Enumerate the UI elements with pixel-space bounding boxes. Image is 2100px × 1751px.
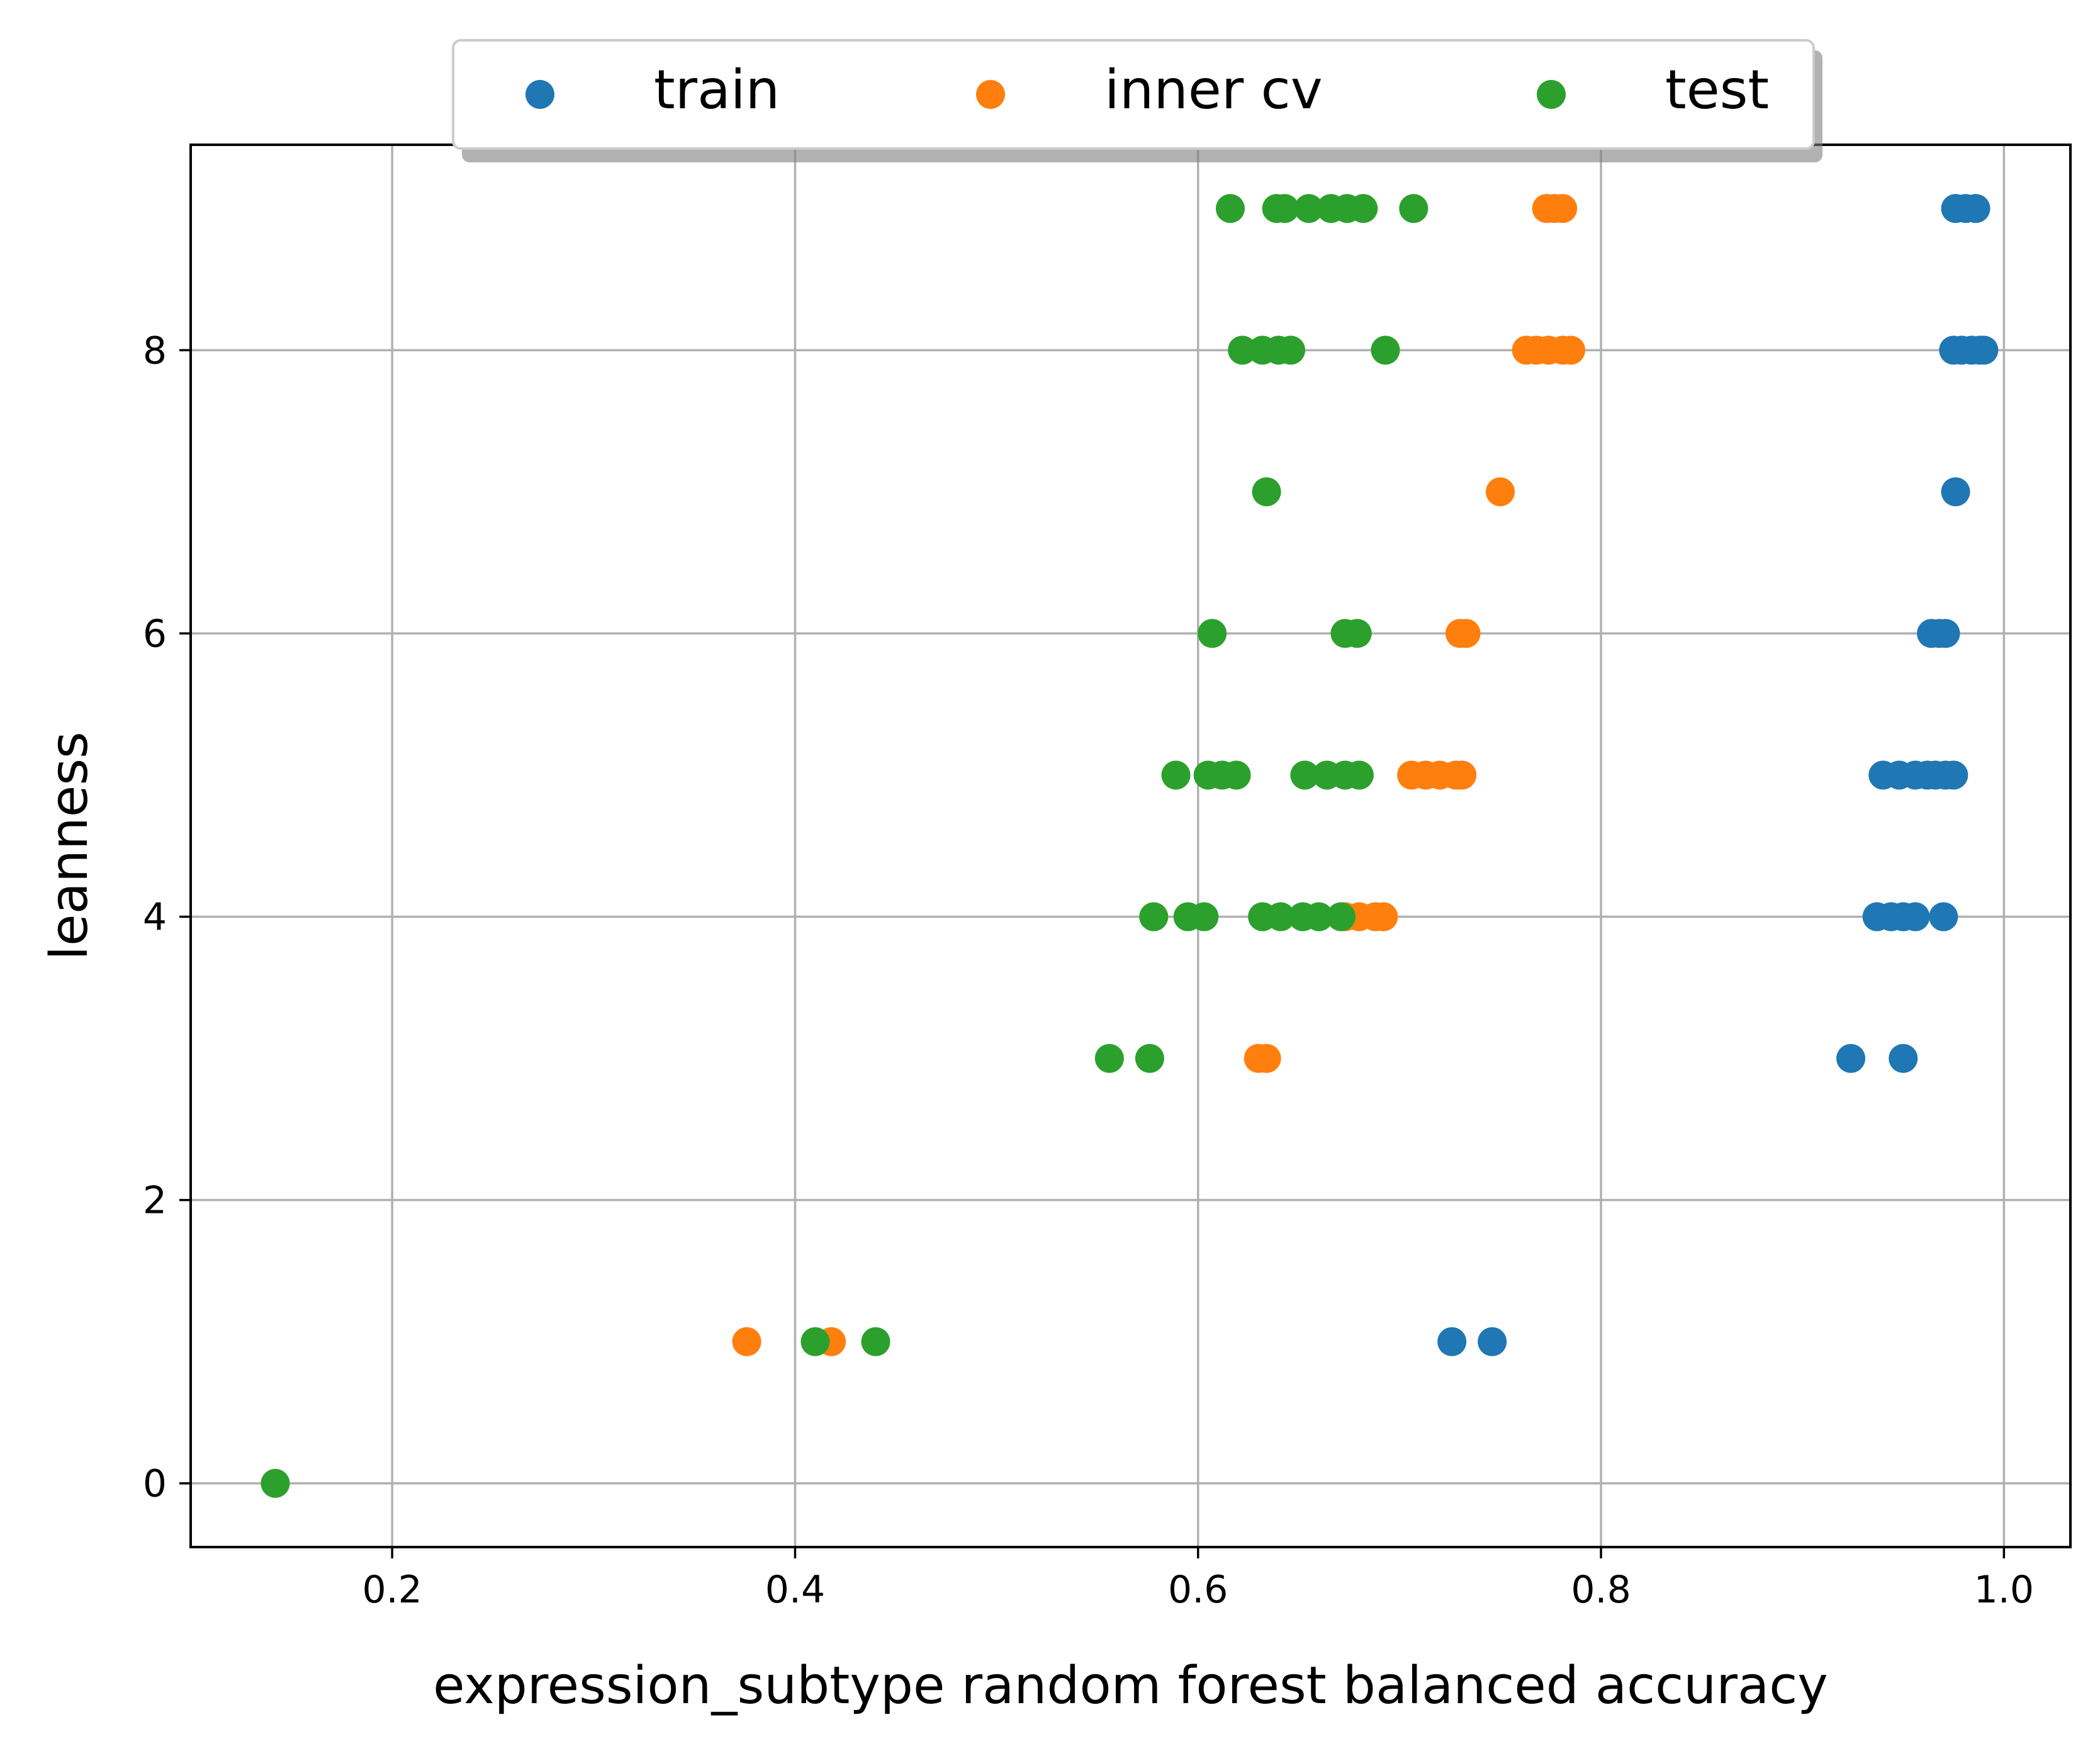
data-points	[261, 194, 1999, 1498]
point-test	[1270, 194, 1300, 223]
point-train	[1836, 1044, 1866, 1073]
point-test	[1344, 760, 1374, 790]
point-test	[1371, 335, 1400, 365]
point-test	[1304, 902, 1334, 932]
point-test	[1094, 1044, 1124, 1073]
y-tick-label: 4	[143, 896, 167, 940]
point-test	[1290, 760, 1320, 790]
point-train	[1478, 1327, 1507, 1356]
point-test	[1135, 1044, 1164, 1073]
legend-label-inner-cv: inner cv	[1104, 59, 1323, 121]
point-train	[1961, 194, 1991, 223]
point-inner-cv	[1252, 1044, 1281, 1073]
legend-items: train inner cv test	[525, 59, 1769, 121]
point-inner-cv	[1369, 902, 1398, 932]
point-test	[1327, 902, 1356, 932]
point-test	[1139, 902, 1169, 932]
x-tick-label: 0.6	[1168, 1568, 1228, 1612]
y-tick-label: 8	[143, 329, 167, 373]
legend-marker-test	[1537, 80, 1566, 109]
point-train	[1437, 1327, 1467, 1356]
point-inner-cv	[1451, 619, 1481, 648]
point-train	[1901, 902, 1930, 932]
y-tick-label: 6	[143, 612, 167, 656]
legend-label-test: test	[1665, 59, 1769, 121]
legend-marker-inner-cv	[976, 80, 1005, 109]
legend-marker-train	[525, 80, 554, 109]
x-tick-label: 1.0	[1974, 1568, 2034, 1612]
point-test	[1198, 619, 1227, 648]
series-train	[1437, 194, 1999, 1356]
x-axis-title: expression_subtype random forest balance…	[433, 1656, 1828, 1716]
x-tick-label: 0.8	[1571, 1568, 1631, 1612]
point-test	[1252, 477, 1281, 507]
point-inner-cv	[1548, 194, 1578, 223]
y-tick-label: 0	[143, 1462, 167, 1506]
point-test	[1189, 902, 1219, 932]
y-tick-label: 2	[143, 1179, 167, 1223]
point-train	[1969, 335, 1999, 365]
point-test	[1215, 194, 1245, 223]
x-tick-label: 0.4	[765, 1568, 825, 1612]
grid-lines	[191, 145, 2070, 1547]
legend: train inner cv test	[452, 39, 1822, 162]
point-test	[1399, 194, 1429, 223]
legend-box	[452, 39, 1815, 150]
point-test	[1342, 619, 1372, 648]
point-test	[1161, 760, 1191, 790]
point-train	[1941, 477, 1970, 507]
point-test	[800, 1327, 830, 1356]
series-test	[261, 194, 1429, 1498]
point-test	[861, 1327, 890, 1356]
point-inner-cv	[1556, 335, 1586, 365]
point-test	[1294, 194, 1323, 223]
point-test	[1276, 335, 1306, 365]
point-train	[1889, 1044, 1918, 1073]
axis-ticks: 0.2 0.4 0.6 0.8 1.0 0 2 4 6 8	[143, 329, 2034, 1612]
point-inner-cv	[732, 1327, 761, 1356]
point-train	[1929, 902, 1958, 932]
point-test	[1349, 194, 1378, 223]
point-test	[1266, 902, 1296, 932]
point-inner-cv	[1447, 760, 1477, 790]
legend-label-train: train	[654, 59, 780, 121]
point-test	[1228, 335, 1257, 365]
y-axis-title: leanness	[40, 731, 99, 960]
point-inner-cv	[1485, 477, 1515, 507]
point-test	[261, 1468, 290, 1498]
point-train	[1939, 760, 1968, 790]
point-test	[1221, 760, 1251, 790]
x-tick-label: 0.2	[362, 1568, 422, 1612]
point-train	[1931, 619, 1960, 648]
